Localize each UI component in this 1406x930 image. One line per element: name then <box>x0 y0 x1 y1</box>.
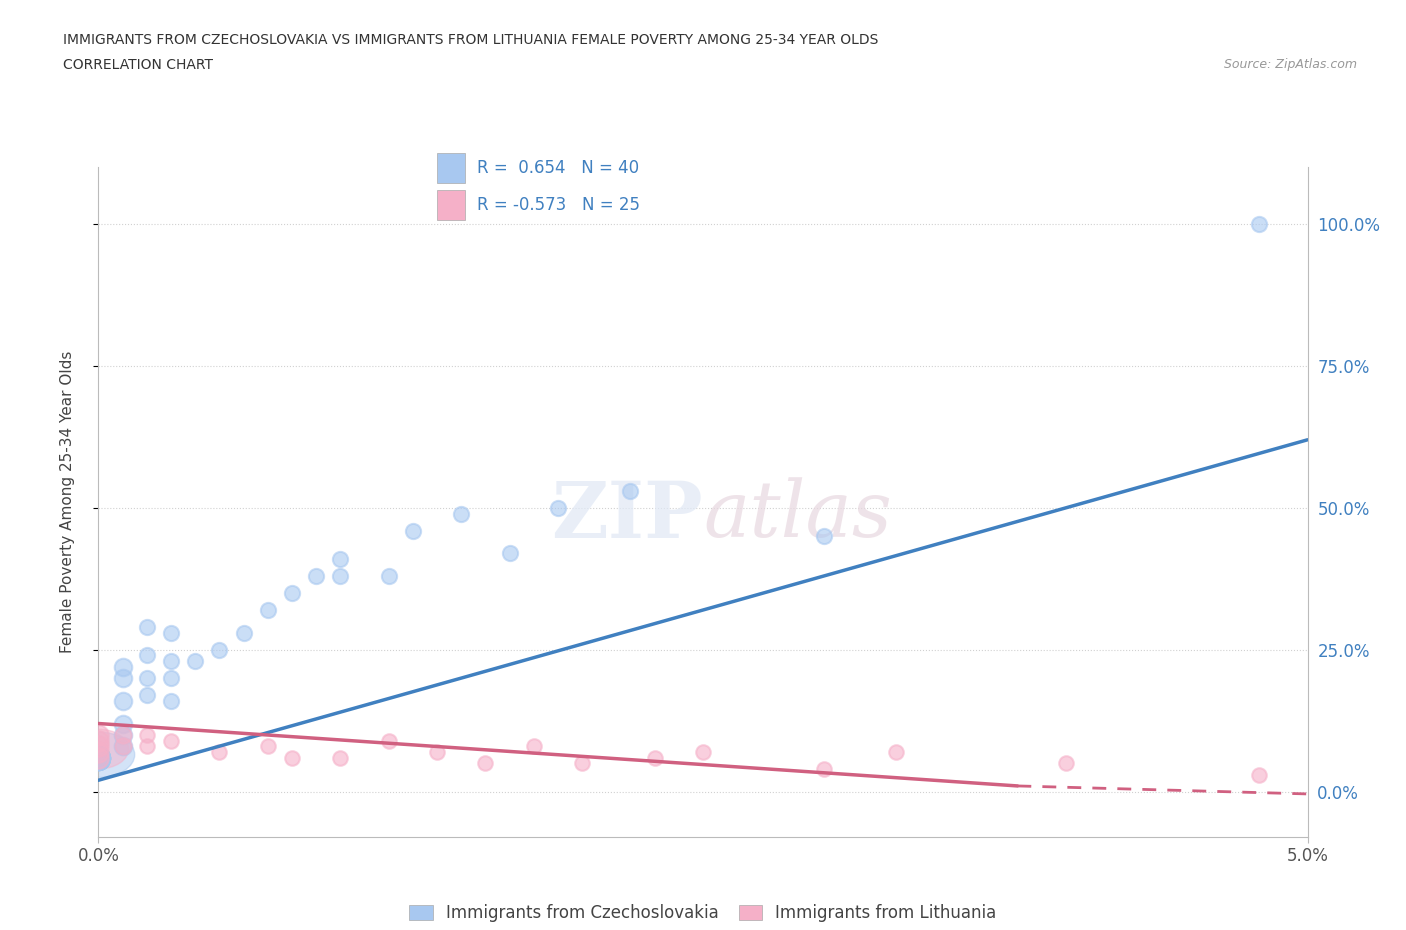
Point <box>111 671 134 685</box>
Point <box>208 643 231 658</box>
Point <box>184 654 207 669</box>
Point <box>111 738 134 753</box>
Point <box>87 751 110 765</box>
Legend: Immigrants from Czechoslovakia, Immigrants from Lithuania: Immigrants from Czechoslovakia, Immigran… <box>409 904 997 923</box>
Point <box>329 751 352 765</box>
Point <box>402 524 425 538</box>
Point <box>160 733 183 748</box>
Point <box>87 751 110 765</box>
Text: R =  0.654   N = 40: R = 0.654 N = 40 <box>478 159 640 177</box>
Point <box>87 738 110 753</box>
Point <box>281 751 304 765</box>
Point <box>87 751 110 765</box>
Point <box>256 738 278 753</box>
Point <box>111 738 134 753</box>
Point <box>377 568 399 583</box>
Point <box>87 727 110 742</box>
Point <box>111 716 134 731</box>
Point <box>135 727 157 742</box>
Point <box>87 751 110 765</box>
Point <box>135 648 157 663</box>
Text: CORRELATION CHART: CORRELATION CHART <box>63 58 214 72</box>
Point <box>87 751 110 765</box>
Point <box>208 744 231 759</box>
Point <box>619 484 641 498</box>
Ellipse shape <box>69 729 129 769</box>
Point <box>547 500 569 515</box>
Point <box>256 603 278 618</box>
Point <box>329 568 352 583</box>
Point <box>87 751 110 765</box>
Point <box>692 744 714 759</box>
Point <box>87 733 110 748</box>
Point <box>87 751 110 765</box>
Point <box>111 694 134 709</box>
Point <box>87 744 110 759</box>
Point <box>160 694 183 709</box>
Point <box>813 529 835 544</box>
Point <box>329 551 352 566</box>
Point <box>886 744 908 759</box>
Point <box>1249 217 1271 232</box>
Point <box>135 671 157 685</box>
Point <box>450 506 472 521</box>
Point <box>87 751 110 765</box>
Point <box>135 738 157 753</box>
Point <box>111 659 134 674</box>
Text: IMMIGRANTS FROM CZECHOSLOVAKIA VS IMMIGRANTS FROM LITHUANIA FEMALE POVERTY AMONG: IMMIGRANTS FROM CZECHOSLOVAKIA VS IMMIGR… <box>63 33 879 46</box>
Text: atlas: atlas <box>703 477 891 553</box>
Ellipse shape <box>62 732 135 777</box>
Point <box>523 738 546 753</box>
Point <box>160 654 183 669</box>
Point <box>474 756 496 771</box>
Point <box>111 727 134 742</box>
Point <box>87 751 110 765</box>
Point <box>232 625 254 640</box>
Point <box>281 586 304 601</box>
Point <box>1054 756 1077 771</box>
Point <box>87 751 110 765</box>
Text: ZIP: ZIP <box>551 478 703 553</box>
Point <box>135 687 157 702</box>
Point <box>498 546 520 561</box>
Point <box>305 568 328 583</box>
Point <box>571 756 593 771</box>
Point <box>111 727 134 742</box>
Point <box>1249 767 1271 782</box>
Text: R = -0.573   N = 25: R = -0.573 N = 25 <box>478 196 641 214</box>
Point <box>135 619 157 634</box>
Point <box>160 671 183 685</box>
Point <box>813 762 835 777</box>
FancyBboxPatch shape <box>437 190 465 220</box>
Text: Source: ZipAtlas.com: Source: ZipAtlas.com <box>1223 58 1357 71</box>
Y-axis label: Female Poverty Among 25-34 Year Olds: Female Poverty Among 25-34 Year Olds <box>60 351 75 654</box>
Point <box>377 733 399 748</box>
Point <box>160 625 183 640</box>
Point <box>644 751 666 765</box>
Point <box>426 744 449 759</box>
Point <box>87 751 110 765</box>
FancyBboxPatch shape <box>437 153 465 183</box>
